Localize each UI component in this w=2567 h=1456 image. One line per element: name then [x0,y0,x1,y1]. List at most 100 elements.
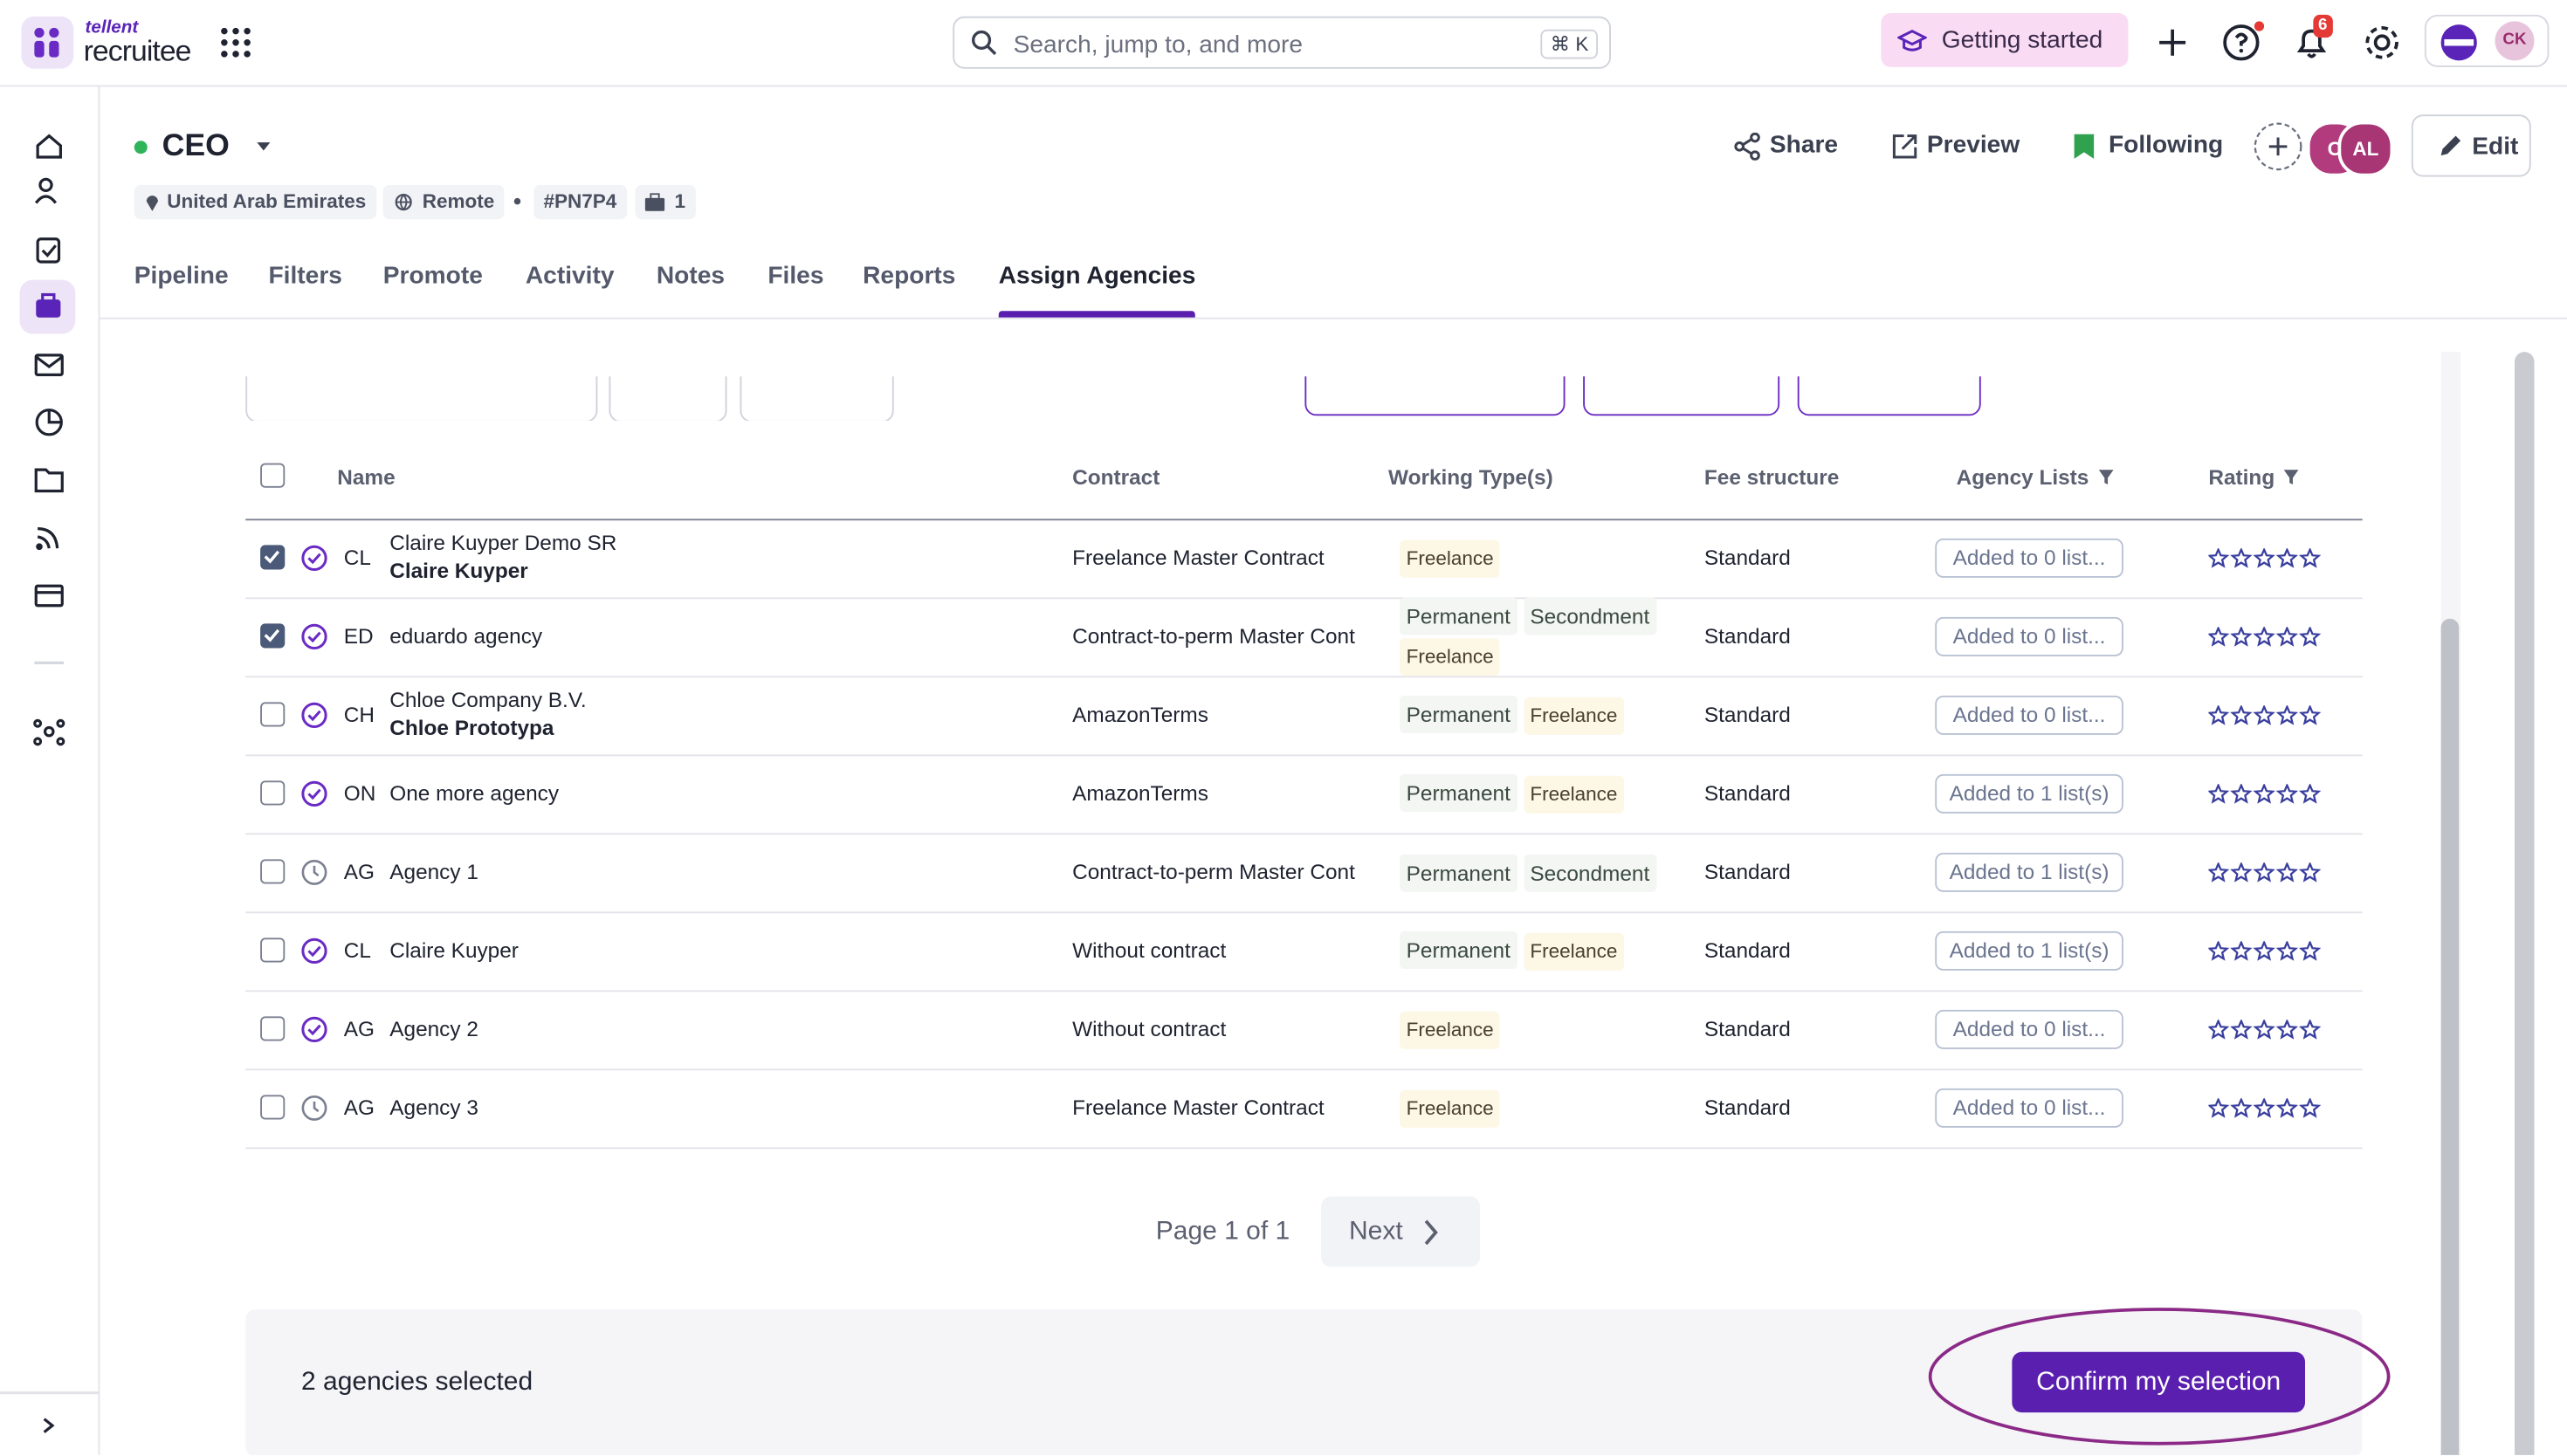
verified-icon [301,1016,327,1042]
row-checkbox[interactable] [260,545,286,570]
rating-stars[interactable] [2208,784,2323,804]
home-icon[interactable] [36,134,62,159]
agency-name[interactable]: Agency 1 [389,859,478,884]
agency-lists[interactable]: Added to 0 list... [1935,1009,2123,1049]
scroll-thumb[interactable] [2440,618,2460,1455]
row-checkbox[interactable] [260,780,286,806]
search-box[interactable]: Search, jump to, and more ⌘ K [953,16,1611,69]
tab[interactable]: Filters [268,262,342,290]
column-header: Working Type(s) [1388,464,1553,490]
rating-stars[interactable] [2208,705,2323,725]
store-icon[interactable] [34,584,64,608]
agency-lists[interactable]: Added to 1 list(s) [1935,773,2123,814]
tab[interactable]: Files [767,262,824,290]
agency-name[interactable]: One more agency [389,780,560,806]
working-types: Permanent Freelance [1400,694,1682,737]
rating-stars[interactable] [2208,1020,2323,1040]
filter-search[interactable] [245,376,598,421]
rating-stars[interactable] [2208,1098,2323,1118]
tab[interactable]: Promote [382,262,483,290]
agency-name[interactable]: Agency 2 [389,1016,478,1041]
rating-stars[interactable] [2208,627,2323,647]
rating-stars[interactable] [2208,941,2323,961]
preview-button[interactable]: Preview [1926,131,2020,159]
edit-button[interactable]: Edit [2411,114,2531,177]
next-button[interactable]: Next [1321,1196,1480,1267]
location-tag: United Arab Emirates [134,184,376,220]
agency-lists[interactable]: Added to 1 list(s) [1935,852,2123,892]
tab[interactable]: Activity [525,262,615,290]
getting-started[interactable]: Getting started [1881,13,2129,67]
contract: Freelance Master Contract [1072,545,1325,570]
settings-icon[interactable] [2363,23,2402,62]
page-scrollbar[interactable] [2515,352,2535,1455]
add-follower[interactable] [2253,121,2303,172]
bell-icon[interactable] [2294,24,2330,60]
tab[interactable]: Reports [863,262,956,290]
folder-icon[interactable] [34,468,64,493]
working-type-tag: Freelance [1523,697,1624,735]
agency-lists[interactable]: Added to 0 list... [1935,616,2123,656]
sidebar [0,86,100,1455]
contract: Contract-to-perm Master Cont [1072,623,1355,649]
tasks-icon[interactable] [36,237,61,264]
row-checkbox[interactable] [260,937,286,963]
expand-icon[interactable] [43,1418,55,1433]
account-switcher[interactable]: CK [2424,14,2550,67]
filter-chip[interactable] [1583,376,1780,416]
rating-stars[interactable] [2208,548,2323,568]
tab[interactable]: Notes [656,262,726,290]
status-dot [134,141,148,155]
following-button[interactable]: Following [2109,131,2224,159]
fee-structure: Standard [1703,1095,1791,1120]
working-types: Permanent Freelance [1400,773,1682,815]
working-type-tag: Freelance [1400,1089,1501,1127]
agency-lists[interactable]: Added to 0 list... [1935,1088,2123,1128]
filter-chip[interactable] [1797,376,1981,416]
globe-icon [395,194,412,211]
tab[interactable]: Assign Agencies [998,262,1196,290]
share-button[interactable]: Share [1769,131,1839,159]
confirm-button[interactable]: Confirm my selection [2012,1351,2305,1413]
rating-stars[interactable] [2208,862,2323,883]
job-code: #PN7P4 [533,184,627,220]
working-types: Freelance [1400,538,1682,579]
add-icon[interactable] [2156,26,2189,59]
pending-icon [301,859,327,885]
column-header[interactable]: Agency Lists [1957,465,2114,490]
apps-icon[interactable] [219,26,252,59]
row-checkbox[interactable] [260,859,286,884]
working-type-tag: Permanent [1400,695,1517,733]
row-checkbox[interactable] [260,623,286,649]
agency-lists[interactable]: Added to 0 list... [1935,538,2123,578]
fee-structure: Standard [1703,780,1791,806]
filter-button[interactable] [740,376,894,421]
feed-icon[interactable] [37,527,59,549]
mail-icon[interactable] [34,354,64,376]
agency-lists[interactable]: Added to 0 list... [1935,695,2123,735]
filter-chip[interactable] [1304,376,1566,416]
integrations-icon[interactable] [43,725,55,738]
filter-button[interactable] [609,376,727,421]
agency-lists[interactable]: Added to 1 list(s) [1935,931,2123,971]
location: United Arab Emirates [167,189,367,213]
column-header: Fee structure [1703,464,1840,490]
column-header[interactable]: Rating [2208,465,2300,490]
help-icon[interactable] [2221,21,2265,64]
agency-name[interactable]: eduardo agency [389,623,543,649]
row-checkbox[interactable] [260,1095,286,1120]
select-all[interactable] [260,463,286,488]
agency-name[interactable]: Chloe Company B.V. [389,687,587,712]
agency-name[interactable]: Agency 3 [389,1095,478,1120]
contract: Contract-to-perm Master Cont [1072,859,1355,884]
tab[interactable]: Pipeline [134,262,229,290]
header-border [245,519,2363,521]
openings-tag: 1 [635,184,696,220]
row-checkbox[interactable] [260,702,286,727]
job-dropdown[interactable] [256,141,272,154]
people-icon[interactable] [38,177,53,193]
agency-name[interactable]: Claire Kuyper Demo SR [389,530,617,555]
agency-name[interactable]: Claire Kuyper [389,937,519,963]
row-checkbox[interactable] [260,1016,286,1041]
company-logo [2440,24,2477,61]
